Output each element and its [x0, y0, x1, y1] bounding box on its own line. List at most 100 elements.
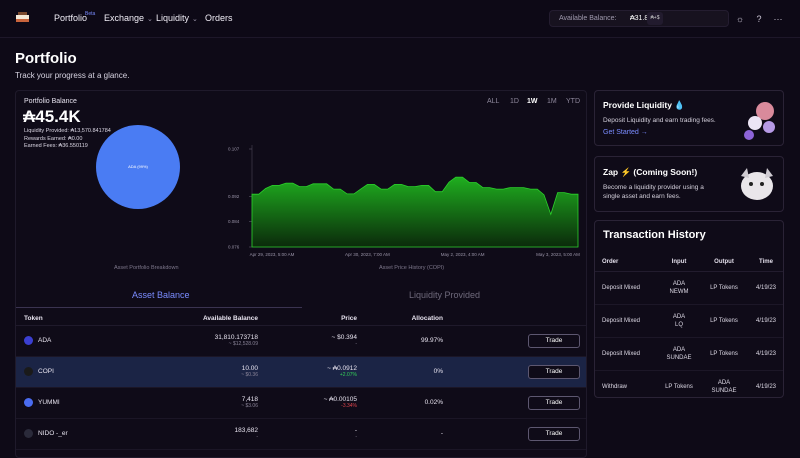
x-tick-label: May 2, 2023, 4:00 AM [441, 252, 485, 257]
trade-button[interactable]: Trade [528, 426, 580, 441]
balance-usd: - [256, 434, 258, 440]
beta-badge: Beta [85, 11, 96, 17]
nav-liquidity[interactable]: Liquidity ⌄ [156, 13, 198, 23]
history-col-order: Order [595, 253, 657, 272]
price-change: +2.07% [339, 372, 357, 378]
x-tick-label: Apr 29, 2023, 5:00 AM [250, 252, 295, 257]
trade-button[interactable]: Trade [528, 333, 580, 348]
history-input-line1: LP Tokens [665, 383, 693, 390]
table-row[interactable]: YUMMI 7,418 ~ $3.06 ~ ₳0.00105 -3.34% 0.02% Tr… [16, 387, 586, 419]
price-cell: ~ ₳0.00105 -3.34% [258, 387, 357, 419]
pie-slice-ada[interactable] [96, 125, 180, 209]
chevron-down-icon: ⌄ [147, 16, 153, 23]
action-cell: Trade [443, 325, 586, 357]
range-1m-button[interactable]: 1M [547, 98, 557, 105]
zap-title: Zap ⚡ (Coming Soon!) [603, 167, 698, 177]
balance-cell: 7,418 ~ $3.06 [176, 387, 258, 419]
range-ytd-button[interactable]: YTD [566, 98, 580, 105]
trade-button[interactable]: Trade [528, 395, 580, 410]
balance-value: 183,682 [234, 427, 259, 434]
history-order: Deposit Mixed [595, 337, 657, 371]
history-col-time: Time [747, 253, 783, 272]
app-logo-icon[interactable] [15, 11, 30, 26]
copi-icon [24, 367, 33, 376]
pie-caption: Asset Portfolio Breakdown [114, 265, 179, 271]
wallet-balance-button[interactable]: Available Balance: ₳31.8K ₳+$ [549, 10, 729, 27]
history-row[interactable]: Deposit Mixed ADA SUNDAE LP Tokens 4/19/23 [595, 337, 783, 371]
price-area-series[interactable] [251, 176, 579, 248]
pie-slice-label: ADA (99%) [128, 164, 148, 169]
range-1w-button[interactable]: 1W [527, 98, 538, 105]
history-order: Deposit Mixed [595, 304, 657, 338]
action-cell: Trade [443, 418, 586, 450]
history-row[interactable]: Deposit Mixed ADA NEWM LP Tokens 4/19/23 [595, 271, 783, 305]
history-order: Deposit Mixed [595, 271, 657, 305]
zap-mascot-icon [741, 168, 773, 200]
history-output-line1: LP Tokens [710, 350, 738, 357]
price-change: -3.34% [341, 403, 357, 409]
price-cell: ~ ₳0.0912 +2.07% [258, 356, 357, 388]
zap-desc-line2: single asset and earn fees. [603, 193, 681, 200]
wallet-icon: ₳+$ [647, 12, 663, 25]
history-output: ADA SUNDAE [701, 370, 747, 397]
col-available-balance: Available Balance [176, 313, 258, 326]
y-tick-label: 0.076 [228, 245, 240, 250]
price-value: ~ ₳0.00105 [323, 396, 357, 403]
range-1d-button[interactable]: 1D [510, 98, 519, 105]
history-output: LP Tokens [701, 337, 747, 371]
price-change: - [355, 341, 357, 347]
price-value: - [354, 427, 357, 434]
history-input-line1: ADA [672, 280, 686, 287]
token-name: COPI [38, 368, 54, 376]
theme-toggle-icon[interactable]: ☼ [735, 14, 745, 24]
allocation-value: 0.02% [424, 399, 443, 406]
yummi-icon [24, 398, 33, 407]
table-row[interactable]: COPI 10.00 ~ $0.36 ~ ₳0.0912 +2.07% 0% Trade [16, 356, 586, 388]
nido-icon [24, 429, 33, 438]
liquidity-illustration-icon [744, 102, 775, 140]
history-time: 4/19/23 [747, 337, 783, 371]
tab-asset-balance[interactable]: Asset Balance [132, 290, 190, 300]
table-row[interactable]: ADA 31,810.173718 ~ $12,528.09 ~ $0.394-99.… [16, 325, 586, 357]
price-value: ~ $0.394 [331, 334, 357, 341]
history-col-output: Output [701, 253, 747, 272]
help-icon[interactable]: ? [756, 14, 762, 24]
nav-portfolio[interactable]: Portfolio [54, 13, 88, 23]
history-time: 4/19/23 [747, 370, 783, 397]
more-icon[interactable]: ··· [773, 14, 783, 24]
history-output-line2: SUNDAE [711, 387, 737, 394]
nav-orders[interactable]: Orders [205, 13, 233, 23]
nav-exchange[interactable]: Exchange ⌄ [104, 13, 153, 23]
history-output: LP Tokens [701, 271, 747, 305]
history-output-line1: LP Tokens [710, 317, 738, 324]
balance-value: 10.00 [241, 365, 258, 372]
history-col-input: Input [657, 253, 701, 272]
balance-cell: 183,682- [176, 418, 259, 450]
history-row[interactable]: Deposit Mixed ADA LQ LP Tokens 4/19/23 [595, 304, 783, 338]
allocation-value: - [440, 430, 443, 437]
get-started-link[interactable]: Get Started → [603, 129, 648, 136]
balance-usd: ~ $3.06 [241, 403, 258, 409]
range-all-button[interactable]: ALL [487, 98, 500, 105]
ada-icon [24, 336, 33, 345]
tab-liquidity-provided[interactable]: Liquidity Provided [409, 290, 481, 300]
y-tick-label: 0.107 [228, 147, 240, 152]
history-input-line1: ADA [672, 346, 686, 353]
nav-exchange-label: Exchange [104, 13, 145, 23]
asset-balance-table: Token Available Balance Price Allocation… [16, 313, 586, 450]
page-title: Portfolio [15, 50, 77, 67]
col-allocation: Allocation [357, 313, 443, 326]
transaction-history-title: Transaction History [603, 229, 706, 241]
history-input-line1: ADA [672, 313, 686, 320]
history-row[interactable]: Withdraw LP Tokens ADA SUNDAE 4/19/23 [595, 370, 783, 397]
balance-value: 31,810.173718 [214, 334, 258, 341]
available-balance-label: Available Balance: [559, 15, 617, 22]
token-cell: NIDO -_er [16, 418, 176, 450]
token-cell: COPI [16, 356, 176, 388]
token-cell: YUMMI [16, 387, 176, 419]
table-row[interactable]: NIDO -_er 183,682- - - - Trade [16, 418, 586, 450]
trade-button[interactable]: Trade [528, 364, 580, 379]
col-actions [443, 313, 586, 326]
token-cell: ADA [16, 325, 176, 357]
allocation-cell: 0.02% [357, 387, 443, 419]
